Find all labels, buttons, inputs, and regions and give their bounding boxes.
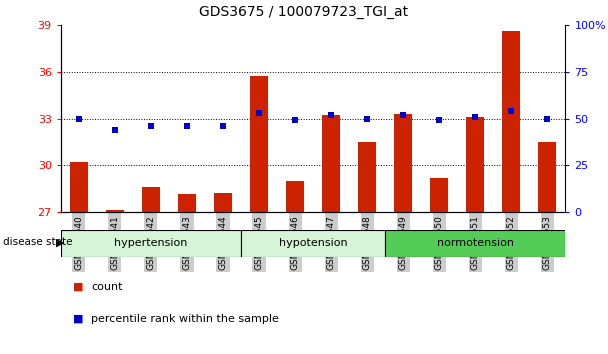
Bar xyxy=(214,193,232,212)
Bar xyxy=(502,31,520,212)
Bar xyxy=(250,76,268,212)
Bar xyxy=(358,142,376,212)
Text: ■: ■ xyxy=(73,282,83,292)
Bar xyxy=(241,230,385,257)
Text: disease state: disease state xyxy=(3,238,72,247)
Bar xyxy=(70,162,88,212)
Bar xyxy=(106,210,124,212)
Bar xyxy=(394,114,412,212)
Text: count: count xyxy=(91,282,123,292)
Bar xyxy=(539,142,556,212)
Text: percentile rank within the sample: percentile rank within the sample xyxy=(91,314,279,324)
Bar xyxy=(286,181,304,212)
Bar xyxy=(385,230,565,257)
Text: ■: ■ xyxy=(73,314,83,324)
Bar xyxy=(322,115,340,212)
Text: ▶: ▶ xyxy=(56,238,64,247)
Bar xyxy=(430,178,448,212)
Text: GDS3675 / 100079723_TGI_at: GDS3675 / 100079723_TGI_at xyxy=(199,5,409,19)
Bar xyxy=(178,194,196,212)
Bar xyxy=(466,117,485,212)
Text: hypertension: hypertension xyxy=(114,238,188,249)
Text: normotension: normotension xyxy=(437,238,514,249)
Bar xyxy=(61,230,241,257)
Text: hypotension: hypotension xyxy=(279,238,347,249)
Bar xyxy=(142,187,160,212)
